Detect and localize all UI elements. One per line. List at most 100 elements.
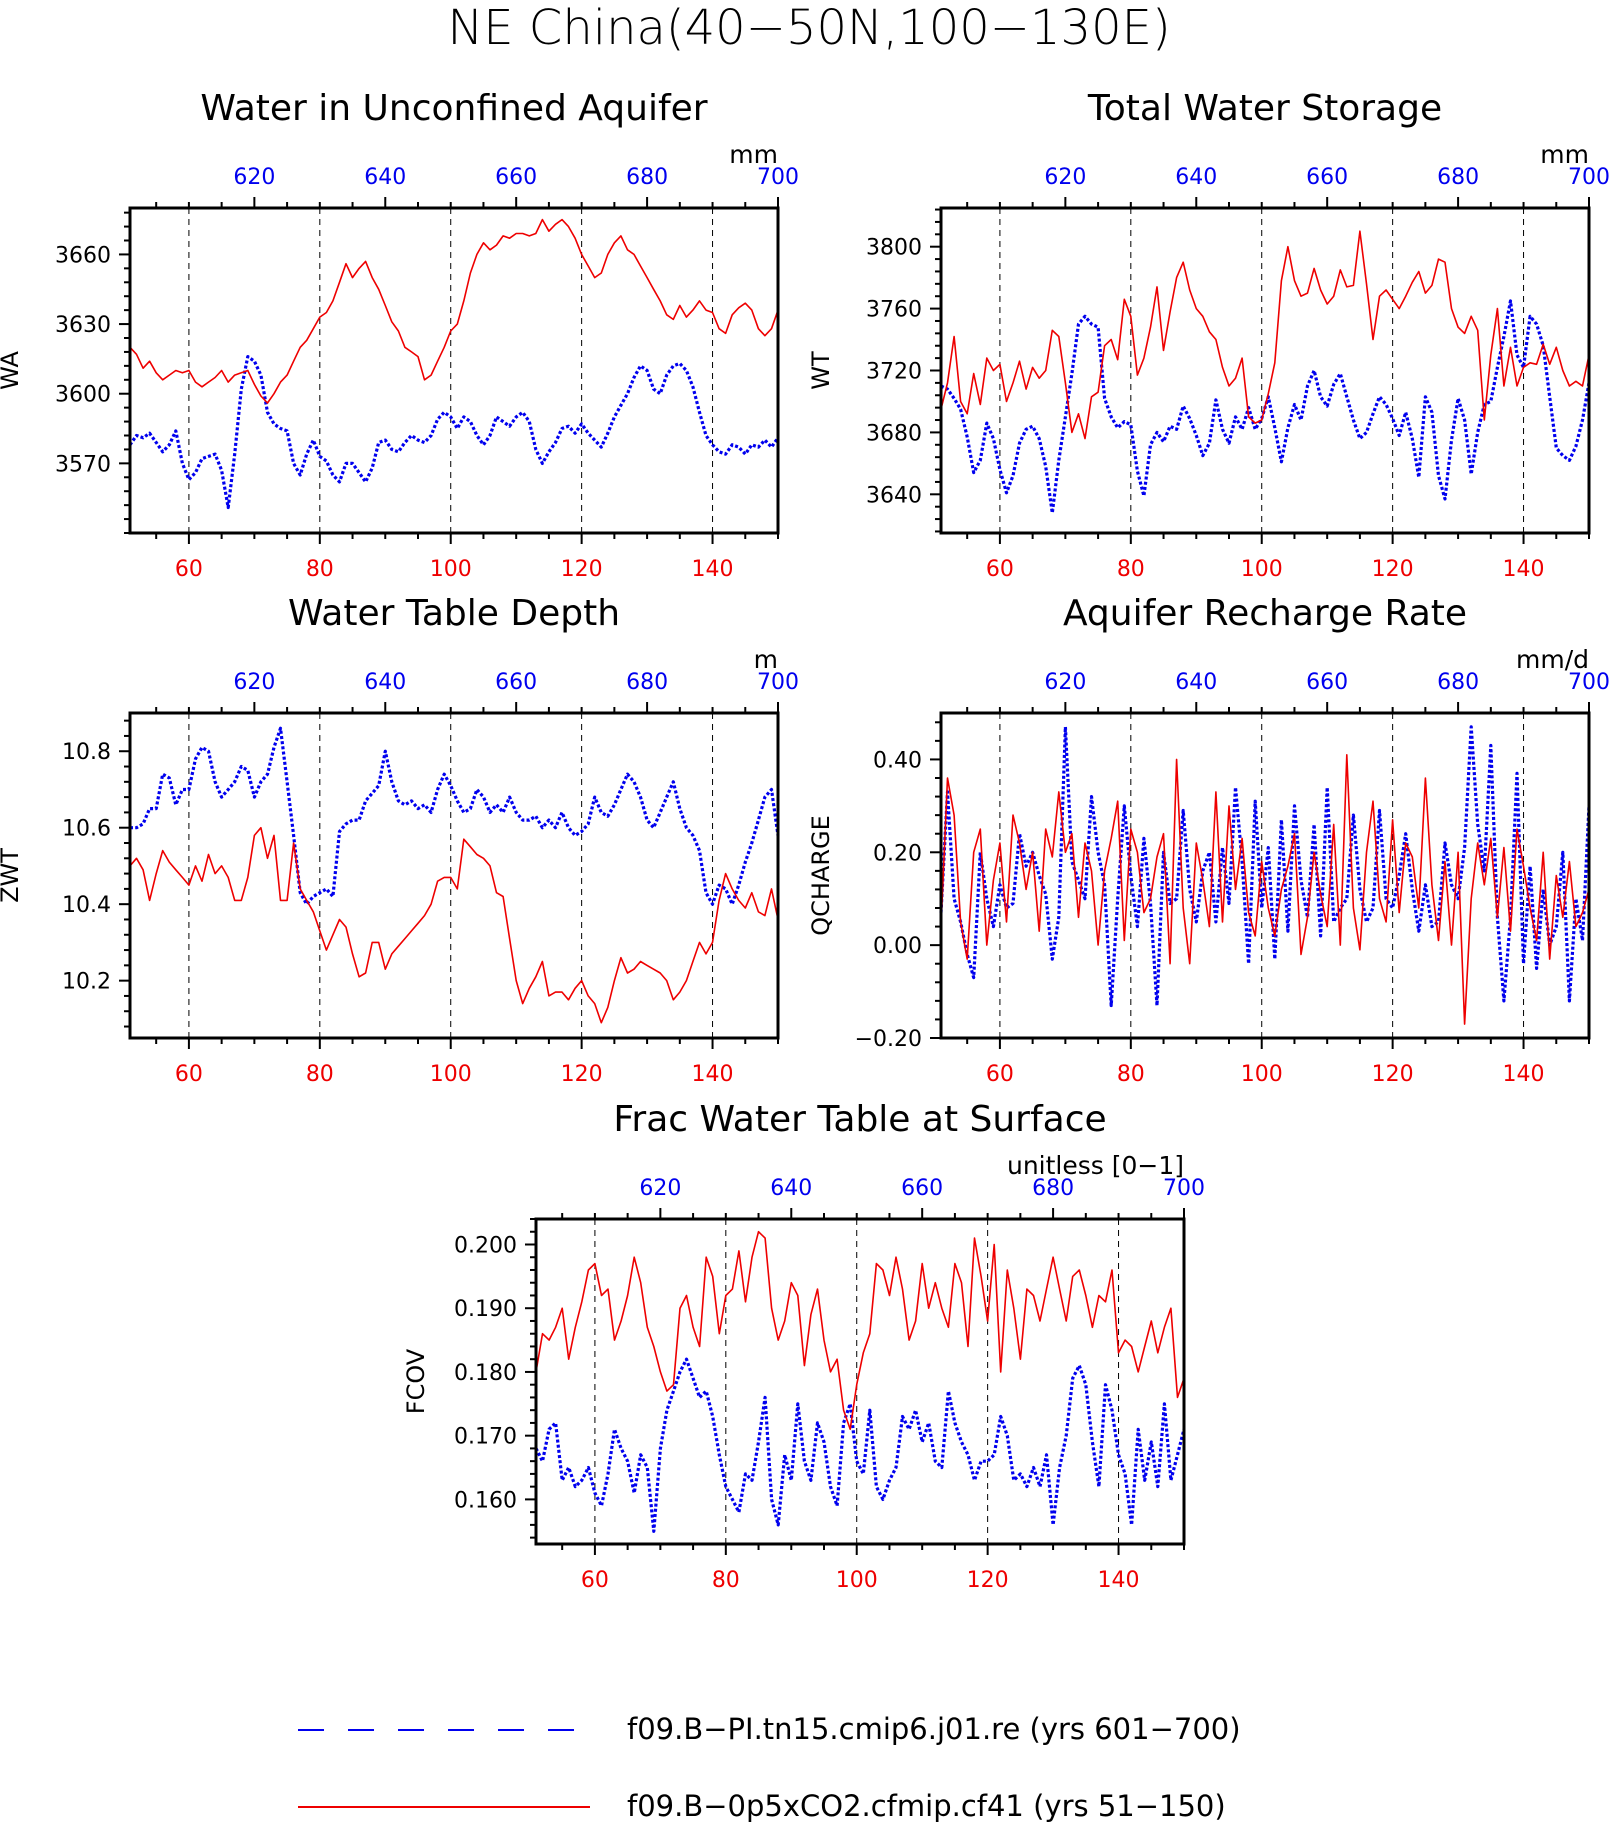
y-axis-label: WT bbox=[807, 351, 835, 390]
legend: f09.B−PI.tn15.cmip6.j01.re (yrs 601−700)… bbox=[298, 1712, 1241, 1823]
series-line-case2 bbox=[535, 1230, 1185, 1431]
panel-title: Water Table Depth bbox=[288, 593, 620, 634]
x-bottom-tick-label: 140 bbox=[1098, 1568, 1140, 1593]
series-line-case2 bbox=[940, 753, 1590, 1025]
x-bottom-tick-label: 100 bbox=[1241, 557, 1283, 582]
legend-label-case1: f09.B−PI.tn15.cmip6.j01.re (yrs 601−700) bbox=[627, 1712, 1241, 1746]
y-tick-label: 3660 bbox=[55, 243, 111, 268]
units-label: m bbox=[754, 645, 778, 674]
y-tick-label: 10.8 bbox=[62, 740, 111, 765]
plot-frame bbox=[534, 1217, 1186, 1546]
x-top-tick-label: 620 bbox=[1044, 670, 1086, 695]
panel-wa: Water in Unconfined Aquifer mm WA 3570 3600 3… bbox=[0, 88, 799, 582]
x-top-tick-label: 680 bbox=[626, 670, 668, 695]
x-bottom-tick-label: 80 bbox=[1117, 1062, 1145, 1087]
y-tick-label: −0.20 bbox=[855, 1027, 922, 1052]
plot-frame bbox=[128, 711, 780, 1040]
x-bottom-tick-label: 140 bbox=[692, 557, 734, 582]
x-top-tick-label: 700 bbox=[1163, 1176, 1205, 1201]
y-tick-label: 3800 bbox=[866, 236, 922, 261]
units-label: mm/d bbox=[1516, 645, 1589, 674]
y-axis-label: WA bbox=[0, 351, 24, 390]
x-top-tick-label: 660 bbox=[1306, 165, 1348, 190]
x-bottom-tick-label: 60 bbox=[175, 557, 203, 582]
x-top-tick-label: 640 bbox=[364, 670, 406, 695]
x-bottom-tick-label: 60 bbox=[175, 1062, 203, 1087]
y-axis-label: QCHARGE bbox=[807, 815, 835, 936]
x-top-tick-label: 640 bbox=[1175, 165, 1217, 190]
y-tick-label: 3640 bbox=[866, 483, 922, 508]
x-top-tick-label: 680 bbox=[1437, 670, 1479, 695]
y-tick-label: 10.4 bbox=[62, 893, 111, 918]
x-bottom-tick-label: 120 bbox=[1372, 557, 1414, 582]
x-bottom-tick-label: 80 bbox=[306, 1062, 334, 1087]
y-tick-label: 3720 bbox=[866, 360, 922, 385]
series-line-case2 bbox=[129, 826, 779, 1024]
x-bottom-tick-label: 120 bbox=[561, 557, 603, 582]
x-top-tick-label: 680 bbox=[626, 165, 668, 190]
y-tick-label: 0.200 bbox=[454, 1233, 517, 1258]
x-top-tick-label: 640 bbox=[364, 165, 406, 190]
x-top-tick-label: 700 bbox=[1568, 670, 1610, 695]
x-bottom-tick-label: 80 bbox=[1117, 557, 1145, 582]
y-tick-label: 3630 bbox=[55, 313, 111, 338]
y-tick-label: 0.160 bbox=[454, 1488, 517, 1513]
x-top-tick-label: 640 bbox=[770, 1176, 812, 1201]
x-top-tick-label: 700 bbox=[757, 670, 799, 695]
x-top-tick-label: 640 bbox=[1175, 670, 1217, 695]
units-label: unitless [0−1] bbox=[1007, 1151, 1184, 1180]
plot-frame bbox=[939, 206, 1591, 535]
panel-fcov: Frac Water Table at Surface unitless [0−1… bbox=[402, 1099, 1205, 1593]
units-label: mm bbox=[729, 140, 778, 169]
x-bottom-tick-label: 80 bbox=[306, 557, 334, 582]
x-bottom-tick-label: 120 bbox=[967, 1568, 1009, 1593]
series-line-case1 bbox=[130, 726, 780, 906]
y-tick-label: 0.00 bbox=[873, 934, 922, 959]
x-top-tick-label: 620 bbox=[1044, 165, 1086, 190]
x-top-tick-label: 700 bbox=[1568, 165, 1610, 190]
x-top-tick-label: 660 bbox=[495, 670, 537, 695]
x-bottom-tick-label: 60 bbox=[581, 1568, 609, 1593]
x-top-tick-label: 660 bbox=[495, 165, 537, 190]
y-axis-label: FCOV bbox=[402, 1348, 430, 1414]
panel-zwt: Water Table Depth m ZWT 10.2 10.4 10.6 10.8 60 8… bbox=[0, 593, 799, 1087]
x-top-tick-label: 680 bbox=[1032, 1176, 1074, 1201]
panel-title: Frac Water Table at Surface bbox=[613, 1099, 1106, 1140]
y-tick-label: 0.40 bbox=[873, 748, 922, 773]
y-tick-label: 0.190 bbox=[454, 1297, 517, 1322]
series-line-case2 bbox=[129, 218, 779, 404]
series-line-case1 bbox=[534, 1357, 1186, 1533]
y-tick-label: 0.170 bbox=[454, 1425, 517, 1450]
y-tick-label: 3680 bbox=[866, 421, 922, 446]
y-tick-label: 3760 bbox=[866, 298, 922, 323]
panel-title: Total Water Storage bbox=[1087, 88, 1442, 129]
legend-label-case2: f09.B−0p5xCO2.cfmip.cf41 (yrs 51−150) bbox=[627, 1789, 1226, 1823]
x-bottom-tick-label: 100 bbox=[430, 557, 472, 582]
x-bottom-tick-label: 100 bbox=[836, 1568, 878, 1593]
panel-title: Aquifer Recharge Rate bbox=[1063, 593, 1467, 634]
series-line-case1 bbox=[128, 355, 780, 510]
x-bottom-tick-label: 140 bbox=[1503, 557, 1545, 582]
y-tick-label: 3570 bbox=[55, 452, 111, 477]
plot-frame bbox=[128, 206, 780, 535]
x-bottom-tick-label: 120 bbox=[1372, 1062, 1414, 1087]
x-bottom-tick-label: 80 bbox=[712, 1568, 740, 1593]
x-top-tick-label: 620 bbox=[639, 1176, 681, 1201]
series-line-case1 bbox=[939, 725, 1591, 1008]
x-top-tick-label: 660 bbox=[901, 1176, 943, 1201]
x-top-tick-label: 680 bbox=[1437, 165, 1479, 190]
y-tick-label: 0.180 bbox=[454, 1361, 517, 1386]
x-bottom-tick-label: 120 bbox=[561, 1062, 603, 1087]
x-top-tick-label: 620 bbox=[233, 165, 275, 190]
x-bottom-tick-label: 140 bbox=[692, 1062, 734, 1087]
x-bottom-tick-label: 140 bbox=[1503, 1062, 1545, 1087]
series-line-case2 bbox=[940, 230, 1590, 440]
x-bottom-tick-label: 60 bbox=[986, 1062, 1014, 1087]
y-tick-label: 3600 bbox=[55, 383, 111, 408]
panel-qcharge: Aquifer Recharge Rate mm/d QCHARGE −0.20 0.0… bbox=[807, 593, 1610, 1087]
x-bottom-tick-label: 60 bbox=[986, 557, 1014, 582]
panel-wt: Total Water Storage mm WT 3640 3680 3720 3760 3… bbox=[807, 88, 1610, 582]
panel-title: Water in Unconfined Aquifer bbox=[200, 88, 707, 129]
y-tick-label: 10.6 bbox=[62, 817, 111, 842]
